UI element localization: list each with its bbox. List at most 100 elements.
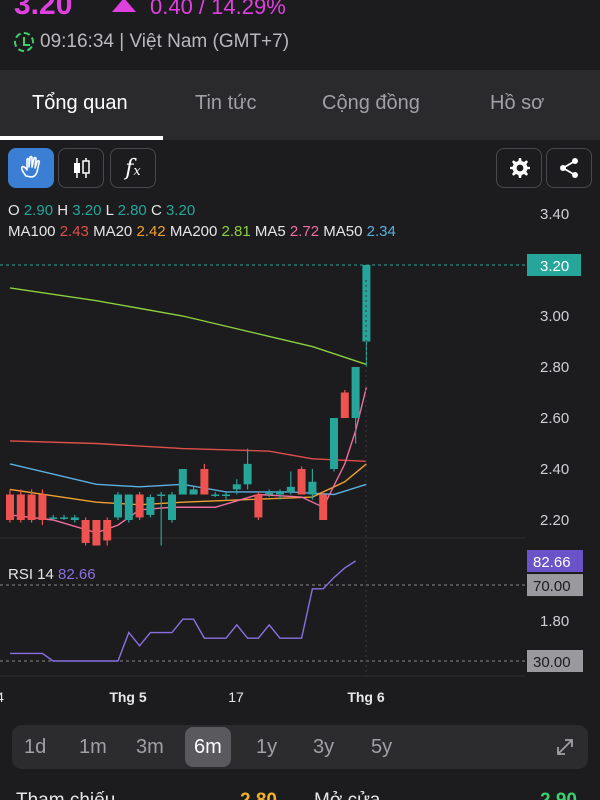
current-price-tag (527, 254, 581, 276)
tab-bar: Tổng quan Tin tức Cộng đồng Hồ sơ (0, 70, 600, 140)
price-chart[interactable]: 3.40 3.00 2.80 2.60 2.40 2.20 3.20 82.66 70.00 30… (0, 140, 600, 720)
gear-icon (510, 158, 530, 178)
pan-tool-button[interactable] (8, 148, 54, 188)
price-change: 0.40 / 14.29% (150, 0, 286, 19)
price-tick-label: 2.80 (540, 359, 569, 376)
low-label: L (105, 202, 114, 219)
candle-body (103, 520, 112, 541)
share-button[interactable] (546, 148, 592, 188)
up-arrow-icon (112, 0, 136, 12)
ma200-label: MA200 (169, 223, 218, 240)
ma-legend: MA100 2.43 MA20 2.42 MA200 2.81 MA5 2.72… (8, 223, 396, 240)
ma100-value: 2.43 (59, 223, 89, 240)
candle-body (70, 517, 79, 520)
rsi-30-tag (527, 650, 583, 672)
candle-body (232, 484, 241, 490)
price-tick-label: 3.40 (540, 206, 569, 223)
candle-body (308, 481, 317, 495)
ma5-label: MA5 (254, 223, 286, 240)
candle-body (200, 469, 209, 495)
price-tick-label: 2.20 (540, 512, 569, 529)
candle-body (297, 469, 306, 495)
period-3m[interactable]: 3m (136, 736, 164, 758)
chart-area[interactable]: fx O 2.90 H 3.20 L 2.80 C 3.20 MA100 2.4… (0, 140, 600, 720)
rsi-value-tag-label: 82.66 (533, 554, 571, 571)
period-1m[interactable]: 1m (79, 736, 107, 758)
candle-body (330, 418, 338, 469)
candle-body (114, 494, 122, 518)
fx-label: f (125, 155, 134, 181)
function-icon: fx (125, 156, 141, 181)
high-label: H (57, 202, 69, 219)
candle-body (362, 265, 371, 342)
rsi-value-tag (527, 550, 583, 572)
tab-overview[interactable]: Tổng quan (32, 92, 128, 114)
candle-body (189, 489, 198, 495)
period-1y[interactable]: 1y (256, 736, 278, 758)
candle-body (16, 494, 25, 520)
candle-body (168, 494, 176, 520)
ohlc-legend: O 2.90 H 3.20 L 2.80 C 3.20 (8, 202, 195, 219)
candle-body (222, 494, 230, 496)
price-tick-label: 3.00 (540, 308, 569, 325)
indicators-button[interactable]: fx (110, 148, 156, 188)
candle-body (243, 463, 252, 485)
price-tick-label: 2.40 (540, 461, 569, 478)
candle-body (157, 494, 166, 496)
active-tab-indicator (0, 136, 163, 140)
x-tick-label: Thg 5 (109, 689, 147, 705)
chart-type-button[interactable] (58, 148, 104, 188)
candle-body (49, 517, 58, 519)
close-value: 3.20 (165, 202, 196, 219)
candle-body (60, 517, 68, 519)
open-price-value: 2.90 (540, 790, 577, 800)
ma200-value: 2.81 (221, 223, 251, 240)
rsi-70-tag-label: 70.00 (533, 578, 571, 595)
candle-body (146, 497, 155, 515)
candle-body (254, 494, 263, 518)
reference-row: Tham chiếu 2.80 Mở cửa 2.90 (0, 780, 600, 800)
hand-icon (20, 155, 41, 178)
candle-body (178, 469, 187, 495)
period-3y[interactable]: 3y (313, 736, 335, 758)
expand-icon[interactable] (554, 736, 576, 758)
period-5y[interactable]: 5y (371, 736, 393, 758)
rsi-70-tag (527, 574, 583, 597)
time-info: 09:16:34 | Việt Nam (GMT+7) (40, 31, 290, 52)
candle-body (92, 520, 101, 546)
candle-body (6, 494, 14, 520)
last-price: 3.20 (14, 0, 73, 21)
candle-body (276, 491, 284, 495)
reference-label: Tham chiếu (16, 790, 115, 800)
settings-button[interactable] (496, 148, 542, 188)
rsi-tick-label: 1.80 (540, 613, 569, 630)
candle-body (265, 491, 274, 495)
x-tick-label: 4 (0, 689, 4, 705)
x-tick-label: 17 (228, 689, 244, 705)
candle-body (351, 367, 360, 418)
ma-line-ma20 (9, 463, 367, 506)
rsi-30-tag-label: 30.00 (533, 654, 571, 671)
candle-body (211, 494, 220, 496)
fx-sub: x (133, 163, 141, 179)
candle-body (286, 486, 295, 492)
ma20-value: 2.42 (136, 223, 166, 240)
close-label: C (150, 202, 162, 219)
candle-body (27, 494, 36, 520)
ma50-value: 2.34 (366, 223, 396, 240)
price-tick-label: 2.60 (540, 410, 569, 427)
rsi-legend: RSI 14 82.66 (8, 566, 96, 583)
tab-news[interactable]: Tin tức (195, 92, 257, 114)
low-value: 2.80 (117, 202, 147, 219)
tab-profile[interactable]: Hồ sơ (490, 92, 545, 114)
ma-line-ma200 (9, 287, 367, 366)
candle-body (124, 494, 133, 520)
period-6m[interactable]: 6m (194, 736, 222, 758)
quote-header: 3.20 0.40 / 14.29% 09:16:34 | Việt Nam (… (0, 0, 600, 70)
tab-community[interactable]: Cộng đồng (322, 92, 420, 114)
period-active-highlight (185, 727, 231, 767)
candle-body (81, 520, 90, 543)
candle-body (135, 494, 144, 518)
period-1d[interactable]: 1d (24, 736, 47, 758)
candle-body (319, 494, 328, 520)
